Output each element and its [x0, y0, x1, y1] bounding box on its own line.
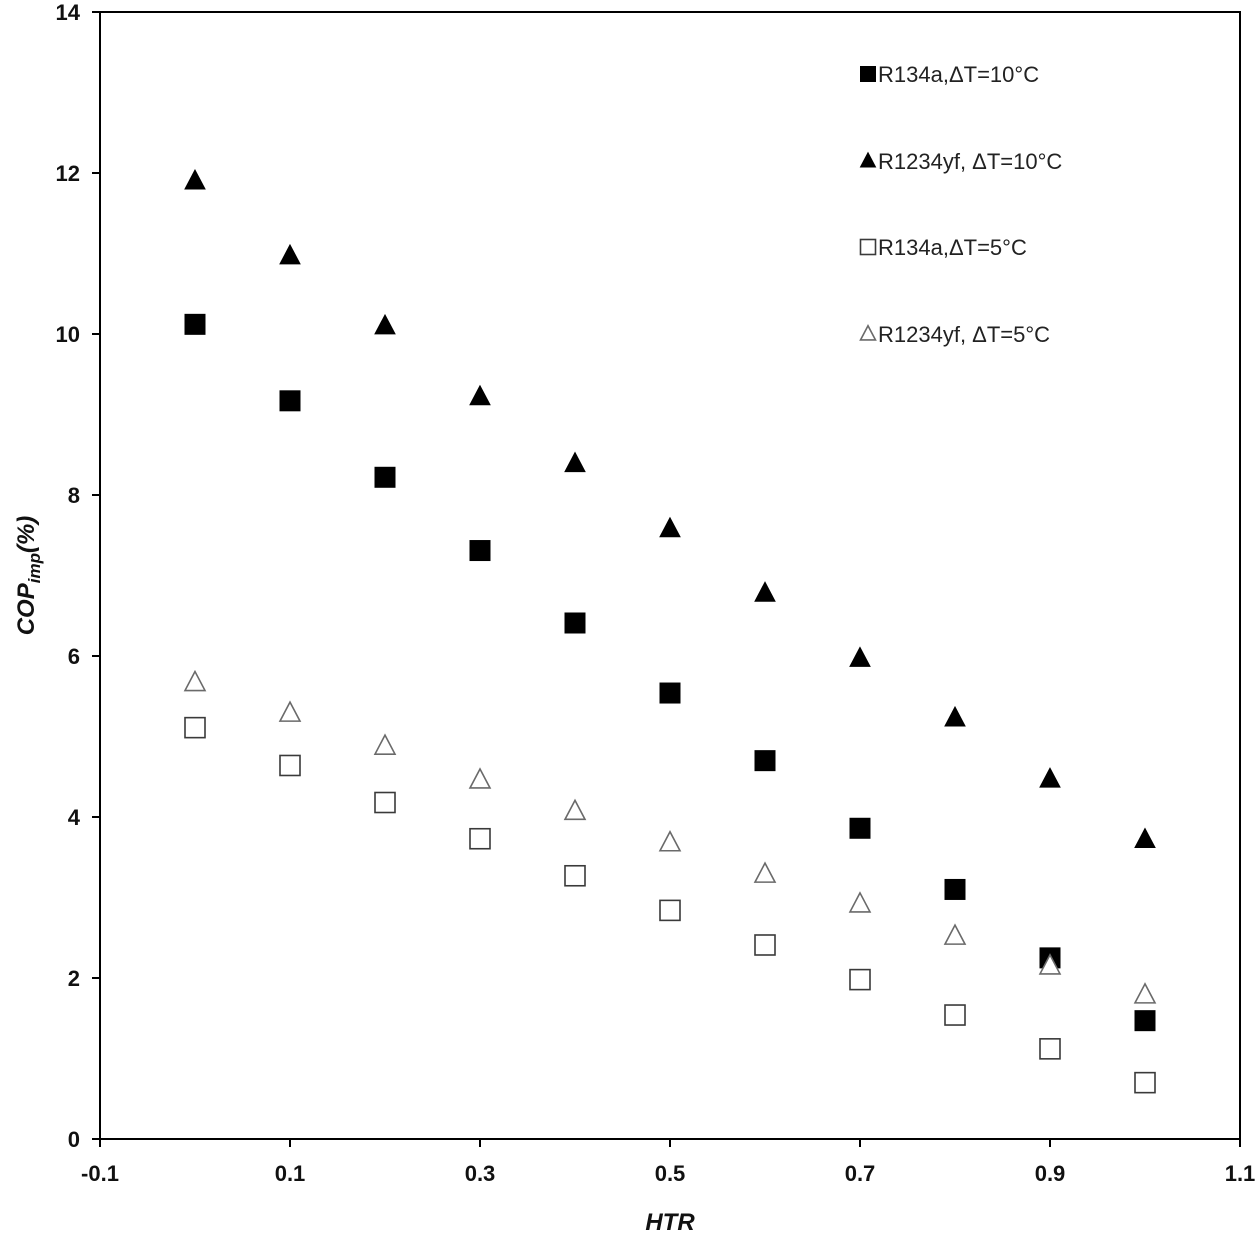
legend-item: R134a,ΔT=5°C: [859, 235, 1027, 260]
legend-label: R134a,ΔT=10°C: [878, 62, 1039, 87]
data-point: [279, 243, 301, 265]
data-points: [183, 168, 1157, 1094]
legend-label: R1234yf, ΔT=10°C: [878, 149, 1062, 174]
data-point: [754, 581, 776, 602]
y-tick-label: 12: [56, 161, 80, 186]
data-point: [184, 313, 206, 335]
data-point: [183, 669, 207, 692]
data-point: [374, 791, 396, 814]
data-point: [1039, 1038, 1061, 1060]
legend-label: R1234yf, ΔT=5°C: [878, 322, 1050, 347]
x-tick-label: -0.1: [81, 1161, 119, 1186]
y-tick-label: 2: [68, 966, 80, 991]
data-point: [279, 754, 301, 777]
y-axis-title-suffix: (%): [13, 516, 40, 553]
data-point: [563, 798, 587, 821]
data-point: [279, 390, 301, 412]
data-point: [468, 767, 492, 789]
series-4: [183, 669, 1157, 1004]
data-point: [754, 934, 776, 956]
plot-frame: [99, 11, 1241, 1140]
series-2: [184, 168, 1156, 849]
data-point: [943, 923, 967, 945]
legend: R134a,ΔT=10°C R1234yf, ΔT=10°C R134a,ΔT=5°…: [859, 62, 1062, 347]
data-point: [1134, 1010, 1156, 1032]
data-point: [374, 313, 396, 335]
x-tick-label: 0.7: [845, 1161, 876, 1186]
data-point: [944, 878, 966, 900]
legend-item: R1234yf, ΔT=5°C: [859, 322, 1050, 347]
data-point: [849, 968, 871, 991]
data-point: [469, 384, 491, 406]
data-point: [1133, 982, 1157, 1004]
legend-label: R134a,ΔT=5°C: [878, 235, 1027, 260]
data-point: [659, 516, 681, 538]
legend-item: R134a,ΔT=10°C: [860, 62, 1039, 87]
x-tick-label: 0.3: [465, 1161, 496, 1186]
data-point: [753, 861, 777, 883]
x-axis-title: HTR: [645, 1209, 695, 1235]
y-tick-label: 4: [68, 805, 81, 830]
data-point: [658, 830, 682, 852]
legend-marker: [860, 66, 876, 82]
data-point: [944, 705, 966, 727]
data-point: [469, 540, 491, 562]
data-point: [278, 700, 302, 722]
data-point: [564, 864, 586, 887]
data-point: [184, 168, 206, 190]
data-point: [469, 827, 491, 850]
data-point: [848, 891, 872, 913]
data-point: [1038, 953, 1062, 975]
y-axis-ticks: 0 2 4 6 8 10 12 14: [56, 0, 100, 1152]
series-3: [184, 716, 1156, 1094]
data-point: [659, 682, 681, 704]
data-point: [849, 646, 871, 667]
legend-item: R1234yf, ΔT=10°C: [859, 149, 1062, 174]
x-tick-label: 0.5: [655, 1161, 686, 1186]
legend-marker: [859, 151, 877, 168]
data-point: [564, 612, 586, 634]
data-point: [754, 750, 776, 772]
data-point: [659, 899, 681, 922]
x-tick-label: 0.9: [1035, 1161, 1066, 1186]
data-point: [1134, 827, 1156, 849]
y-tick-label: 8: [68, 483, 80, 508]
data-point: [184, 716, 206, 739]
data-point: [564, 451, 586, 473]
y-tick-label: 14: [56, 0, 81, 25]
y-tick-label: 0: [68, 1127, 80, 1152]
data-point: [1039, 767, 1061, 788]
data-point: [374, 466, 396, 488]
x-tick-label: 1.1: [1225, 1161, 1255, 1186]
y-tick-label: 6: [68, 644, 80, 669]
y-tick-label: 10: [56, 322, 80, 347]
y-axis-title-subscript: imp: [25, 553, 44, 583]
x-axis-ticks: -0.1 0.1 0.3 0.5 0.7 0.9 1.1: [81, 1139, 1255, 1186]
legend-marker: [859, 238, 877, 256]
data-point: [1134, 1071, 1156, 1094]
data-point: [373, 733, 397, 755]
series-1: [184, 313, 1156, 1032]
axes-frame: [99, 11, 1241, 1140]
data-point: [849, 817, 871, 839]
legend-marker: [859, 324, 877, 341]
y-axis-title: COPimp(%): [13, 516, 44, 636]
y-axis-title-main: COP: [13, 582, 40, 635]
data-point: [944, 1004, 966, 1026]
x-tick-label: 0.1: [275, 1161, 306, 1186]
